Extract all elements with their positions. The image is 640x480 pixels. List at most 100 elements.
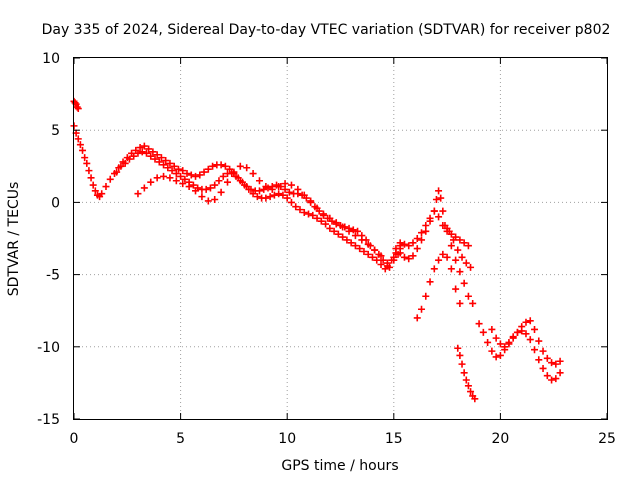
data-point — [467, 263, 475, 271]
data-point — [283, 194, 291, 202]
data-point — [526, 317, 534, 325]
data-point — [147, 152, 155, 160]
data-point — [452, 285, 460, 293]
data-point — [351, 242, 359, 250]
data-point — [464, 242, 472, 250]
data-point — [206, 184, 214, 192]
y-tick-label: -10 — [37, 340, 60, 356]
data-point — [236, 177, 244, 185]
data-point — [313, 214, 321, 222]
data-point — [102, 183, 110, 191]
data-point — [435, 187, 443, 195]
x-tick-label: 15 — [385, 431, 403, 447]
data-point — [164, 164, 172, 172]
data-point — [332, 219, 340, 227]
data-point — [392, 245, 400, 253]
data-point — [471, 395, 479, 403]
data-point — [413, 314, 421, 322]
data-point — [452, 256, 460, 264]
data-point — [526, 336, 534, 344]
data-point — [496, 340, 504, 348]
y-tick-label: -15 — [37, 412, 60, 428]
data-point — [505, 340, 513, 348]
data-point — [439, 207, 447, 215]
data-point — [281, 180, 289, 188]
data-point — [454, 344, 462, 352]
data-point — [125, 155, 133, 163]
data-point — [157, 154, 165, 162]
data-point — [522, 330, 530, 338]
data-point — [145, 145, 153, 153]
data-point — [202, 185, 210, 193]
series-track-f — [413, 250, 464, 322]
data-point — [168, 167, 176, 175]
data-point — [422, 292, 430, 300]
data-point — [445, 227, 453, 235]
data-point — [266, 193, 274, 201]
data-point — [456, 299, 464, 307]
data-point — [513, 328, 521, 336]
series-track-j — [488, 317, 564, 368]
data-point — [255, 177, 263, 185]
data-point — [285, 188, 293, 196]
data-point — [556, 357, 564, 365]
data-point — [117, 162, 125, 170]
data-point — [249, 170, 257, 178]
data-point — [409, 239, 417, 247]
data-point — [456, 351, 464, 359]
data-point — [183, 170, 191, 178]
data-point — [253, 193, 261, 201]
data-point — [198, 193, 206, 201]
data-point — [441, 222, 449, 230]
data-point — [204, 197, 212, 205]
y-tick-label: 0 — [51, 195, 60, 211]
data-point — [460, 279, 468, 287]
data-point — [224, 178, 232, 186]
data-point — [91, 187, 99, 195]
series-spike-start — [70, 97, 82, 113]
x-tick-label: 5 — [176, 431, 185, 447]
data-point — [313, 204, 321, 212]
data-point — [501, 343, 509, 351]
data-point — [319, 210, 327, 218]
data-point — [349, 226, 357, 234]
data-point — [531, 346, 539, 354]
data-point — [460, 369, 468, 377]
data-point — [73, 103, 81, 111]
data-point — [226, 165, 234, 173]
data-point — [322, 220, 330, 228]
data-point — [390, 253, 398, 261]
data-point — [409, 252, 417, 260]
data-point — [136, 144, 144, 152]
data-point — [294, 185, 302, 193]
data-point — [347, 239, 355, 247]
data-point — [149, 148, 157, 156]
data-point — [249, 190, 257, 198]
data-point — [548, 376, 556, 384]
data-point — [439, 250, 447, 258]
data-point — [200, 168, 208, 176]
data-point — [484, 338, 492, 346]
data-point — [74, 105, 82, 113]
data-point — [300, 209, 308, 217]
data-point — [140, 184, 148, 192]
data-point — [134, 190, 142, 198]
data-point — [187, 171, 195, 179]
data-point — [435, 213, 443, 221]
data-point — [456, 268, 464, 276]
data-point — [134, 149, 142, 157]
data-point — [400, 240, 408, 248]
data-point — [170, 162, 178, 170]
data-point — [460, 239, 468, 247]
data-point — [245, 185, 253, 193]
data-point — [262, 183, 270, 191]
data-point — [262, 194, 270, 202]
axis-ticks: 0 5 10 15 20 25 -15 -10 -5 0 5 10 — [37, 51, 616, 447]
data-point — [317, 217, 325, 225]
data-point — [464, 292, 472, 300]
data-point — [492, 334, 500, 342]
data-point — [539, 364, 547, 372]
data-point — [447, 265, 455, 273]
data-point — [479, 328, 487, 336]
data-point — [204, 165, 212, 173]
